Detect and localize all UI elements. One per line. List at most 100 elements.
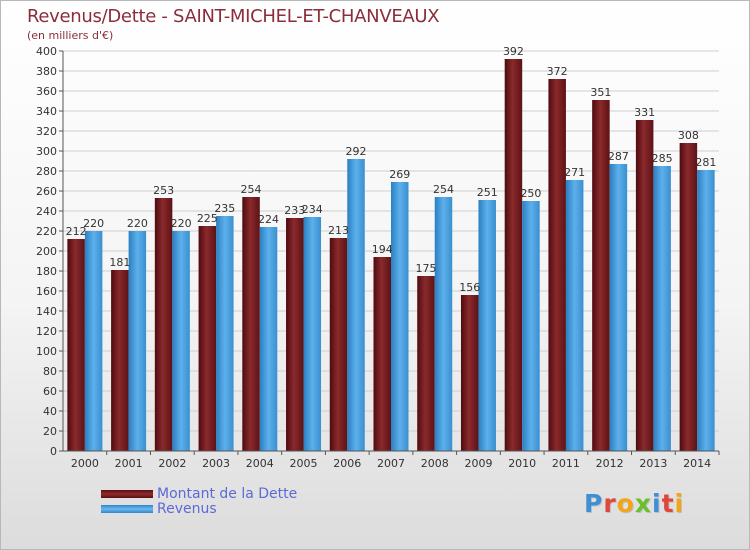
x-tick-label: 2007	[377, 457, 405, 470]
y-tick-label: 320	[36, 125, 57, 138]
y-tick-label: 280	[36, 165, 57, 178]
data-label-dette-2014: 308	[678, 129, 699, 142]
bar-revenus-2006	[347, 159, 365, 451]
data-label-dette-2012: 351	[590, 86, 611, 99]
data-label-revenus-2004: 224	[258, 213, 279, 226]
data-label-revenus-2012: 287	[608, 150, 629, 163]
y-tick-label: 120	[36, 325, 57, 338]
bar-revenus-2013	[653, 166, 671, 451]
bar-dette-2007	[373, 257, 391, 451]
x-tick-label: 2008	[421, 457, 449, 470]
y-tick-label: 60	[43, 385, 57, 398]
data-label-dette-2004: 254	[241, 183, 262, 196]
chart-subtitle: (en milliers d'€)	[27, 29, 114, 42]
x-tick-label: 2012	[596, 457, 624, 470]
y-tick-label: 300	[36, 145, 57, 158]
data-label-dette-2001: 181	[109, 256, 130, 269]
data-label-revenus-2007: 269	[389, 168, 410, 181]
data-label-revenus-2009: 251	[477, 186, 498, 199]
y-tick-label: 340	[36, 105, 57, 118]
bar-revenus-2014	[697, 170, 715, 451]
bar-dette-2004	[242, 197, 260, 451]
data-label-revenus-2002: 220	[171, 217, 192, 230]
bar-revenus-2000	[84, 231, 103, 451]
data-label-revenus-2003: 235	[214, 202, 235, 215]
x-tick-label: 2002	[158, 457, 186, 470]
bar-dette-2011	[548, 79, 566, 451]
bar-revenus-2003	[216, 216, 234, 451]
y-tick-label: 80	[43, 365, 57, 378]
data-label-dette-2011: 372	[547, 65, 568, 78]
y-tick-label: 400	[36, 45, 57, 58]
data-label-revenus-2000: 220	[83, 217, 104, 230]
x-tick-label: 2006	[333, 457, 361, 470]
x-tick-label: 2001	[115, 457, 143, 470]
y-tick-label: 160	[36, 285, 57, 298]
x-tick-label: 2009	[464, 457, 492, 470]
proxiti-logo: Proxiti	[584, 489, 685, 518]
bar-revenus-2001	[128, 231, 147, 451]
legend-swatch-dette	[101, 490, 153, 498]
y-tick-label: 380	[36, 65, 57, 78]
bar-dette-2002	[154, 198, 173, 451]
bar-revenus-2008	[434, 197, 453, 451]
bar-revenus-2002	[172, 231, 190, 451]
data-label-dette-2005: 233	[284, 204, 305, 217]
data-label-revenus-2010: 250	[520, 187, 541, 200]
y-tick-label: 260	[36, 185, 57, 198]
bar-dette-2014	[679, 143, 698, 451]
x-tick-label: 2011	[552, 457, 580, 470]
data-label-dette-2003: 225	[197, 212, 218, 225]
legend-swatch-revenus	[101, 505, 153, 513]
data-label-dette-2010: 392	[503, 45, 524, 58]
bar-revenus-2004	[259, 227, 278, 451]
legend-label-revenus: Revenus	[157, 501, 217, 517]
data-label-dette-2000: 212	[66, 225, 87, 238]
bar-revenus-2010	[522, 201, 540, 451]
x-tick-label: 2010	[508, 457, 536, 470]
data-label-dette-2013: 331	[634, 106, 655, 119]
y-tick-label: 240	[36, 205, 57, 218]
bar-revenus-2011	[565, 180, 584, 451]
bar-dette-2009	[460, 295, 479, 451]
data-label-dette-2006: 213	[328, 224, 349, 237]
data-label-revenus-2014: 281	[695, 156, 716, 169]
data-label-revenus-2011: 271	[564, 166, 585, 179]
chart-title: Revenus/Dette - SAINT-MICHEL-ET-CHANVEAU…	[27, 6, 440, 27]
legend-label-dette: Montant de la Dette	[157, 486, 298, 502]
bar-revenus-2005	[303, 217, 322, 451]
data-label-revenus-2005: 234	[302, 203, 323, 216]
data-label-dette-2009: 156	[459, 281, 480, 294]
x-tick-label: 2000	[71, 457, 99, 470]
data-label-dette-2002: 253	[153, 184, 174, 197]
bar-dette-2013	[635, 120, 654, 451]
x-tick-label: 2004	[246, 457, 274, 470]
y-tick-label: 220	[36, 225, 57, 238]
bar-dette-2005	[286, 218, 304, 451]
bar-dette-2010	[504, 59, 523, 451]
x-tick-label: 2013	[639, 457, 667, 470]
bar-dette-2000	[67, 239, 85, 451]
x-tick-label: 2005	[290, 457, 318, 470]
y-tick-label: 40	[43, 405, 57, 418]
bar-revenus-2012	[609, 164, 628, 451]
y-tick-label: 100	[36, 345, 57, 358]
data-label-revenus-2008: 254	[433, 183, 454, 196]
data-label-revenus-2006: 292	[346, 145, 367, 158]
y-tick-label: 0	[50, 445, 57, 458]
bar-dette-2008	[417, 276, 435, 451]
data-label-revenus-2013: 285	[652, 152, 673, 165]
y-tick-label: 180	[36, 265, 57, 278]
bar-dette-2006	[329, 238, 348, 451]
y-tick-label: 20	[43, 425, 57, 438]
bar-revenus-2009	[478, 200, 496, 451]
data-label-dette-2007: 194	[372, 243, 393, 256]
y-tick-label: 360	[36, 85, 57, 98]
bar-revenus-2007	[391, 182, 409, 451]
x-tick-label: 2014	[683, 457, 711, 470]
data-label-revenus-2001: 220	[127, 217, 148, 230]
y-tick-label: 140	[36, 305, 57, 318]
x-tick-label: 2003	[202, 457, 230, 470]
data-label-dette-2008: 175	[415, 262, 436, 275]
